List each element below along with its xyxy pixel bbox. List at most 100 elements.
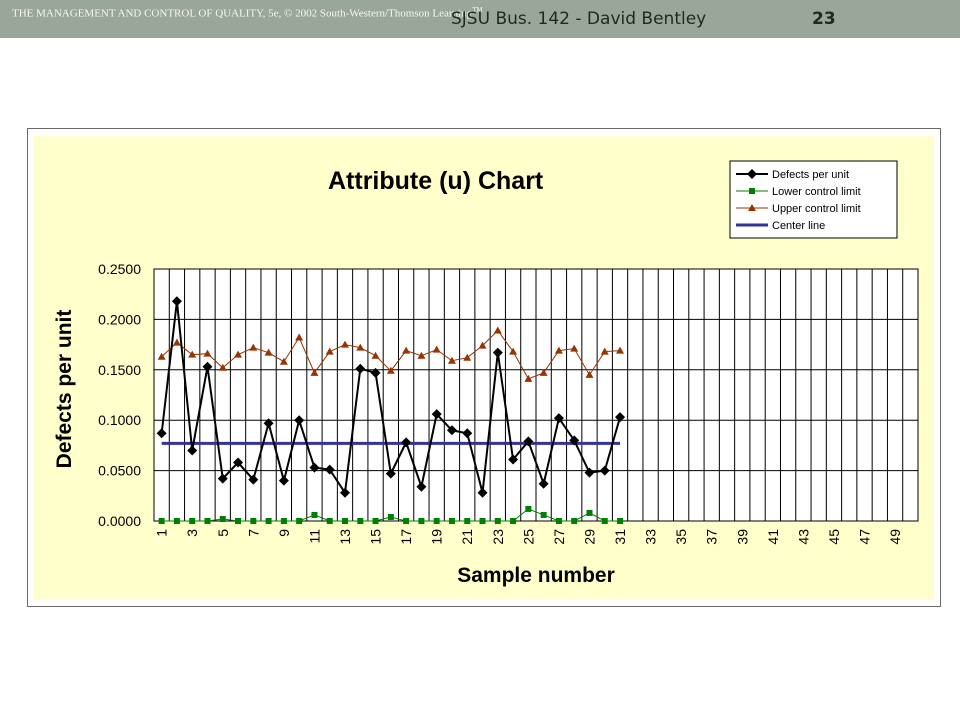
y-tick-label: 0.1500 [98, 362, 141, 378]
data-point-triangle [325, 347, 334, 355]
data-point-square [311, 511, 318, 518]
data-point-square [342, 518, 348, 524]
data-point-triangle [539, 368, 548, 376]
data-point-square [296, 518, 303, 524]
course-title: SJSU Bus. 142 - David Bentley [451, 9, 707, 29]
data-point-diamond [462, 428, 473, 439]
x-tick-label: 1 [154, 529, 170, 537]
x-tick-label: 23 [490, 529, 506, 545]
data-point-square [387, 513, 394, 520]
data-point-square [571, 518, 578, 524]
data-point-square [250, 518, 257, 524]
data-point-diamond [202, 361, 213, 372]
data-point-triangle [493, 326, 502, 334]
x-tick-label: 41 [765, 529, 781, 545]
x-tick-label: 47 [857, 529, 873, 545]
slide-number: 23 [812, 9, 836, 29]
data-point-diamond [233, 457, 244, 468]
data-point-diamond [508, 454, 519, 465]
y-tick-label: 0.2000 [98, 311, 141, 327]
data-point-diamond [523, 436, 534, 447]
data-point-diamond [615, 412, 626, 423]
data-point-diamond [416, 481, 427, 492]
x-tick-label: 7 [245, 529, 261, 537]
data-point-square [510, 518, 517, 524]
data-point-square [265, 518, 272, 524]
data-point-triangle [310, 368, 319, 376]
data-point-triangle [432, 345, 441, 353]
y-tick-label: 0.1000 [98, 412, 141, 428]
data-point-square [540, 511, 547, 518]
legend-label: Center line [772, 220, 825, 232]
legend-label: Defects per unit [772, 169, 849, 181]
data-point-square [464, 518, 471, 524]
data-point-triangle [234, 350, 243, 358]
legend-label: Upper control limit [772, 203, 861, 215]
data-point-diamond [248, 474, 259, 485]
data-point-diamond [431, 409, 442, 420]
x-tick-label: 37 [704, 529, 720, 545]
data-point-diamond [584, 467, 595, 478]
data-point-triangle [509, 347, 518, 355]
data-point-triangle [524, 374, 533, 382]
data-point-triangle [463, 353, 472, 361]
x-tick-label: 29 [581, 529, 597, 545]
data-point-triangle [218, 363, 227, 371]
x-tick-label: 31 [612, 529, 628, 545]
data-point-diamond [324, 464, 335, 475]
x-tick-label: 35 [673, 529, 689, 545]
data-point-triangle [748, 204, 756, 211]
data-point-triangle [341, 340, 349, 348]
data-point-square [555, 518, 562, 524]
data-point-diamond [278, 475, 289, 486]
data-point-square [204, 518, 211, 524]
y-tick-labels: 0.0000 0.0500 0.1000 0.1500 0.2000 0.2500 [98, 261, 141, 529]
data-point-diamond [355, 363, 366, 374]
data-point-diamond [492, 347, 503, 358]
data-point-square [189, 518, 196, 524]
data-point-square [357, 518, 364, 524]
data-point-triangle [264, 348, 273, 356]
x-tick-label: 21 [459, 529, 475, 545]
data-point-triangle [570, 344, 579, 352]
x-tick-label: 15 [368, 529, 384, 545]
data-point-square [448, 518, 455, 524]
data-point-triangle [478, 341, 487, 349]
x-tick-label: 25 [520, 529, 536, 545]
data-point-square [525, 505, 532, 512]
data-point-square [158, 518, 165, 524]
data-point-square [235, 518, 242, 524]
data-point-diamond [263, 418, 274, 429]
data-point-diamond [156, 428, 167, 439]
legend-label: Lower control limit [772, 186, 861, 198]
slide-header-bar: THE MANAGEMENT AND CONTROL OF QUALITY, 5… [0, 0, 960, 38]
x-axis-label: Sample number [457, 564, 615, 587]
data-point-square [326, 518, 333, 524]
data-point-square [219, 515, 226, 522]
x-tick-label: 17 [398, 529, 414, 545]
y-axis-label: Defects per unit [53, 310, 76, 469]
y-tick-label: 0.0000 [98, 513, 141, 529]
x-tick-label: 43 [795, 529, 811, 545]
data-point-diamond [171, 296, 182, 307]
x-tick-label: 3 [184, 529, 200, 537]
data-point-triangle [417, 351, 426, 359]
data-point-square [403, 518, 410, 524]
data-point-triangle [356, 343, 365, 351]
data-point-triangle [554, 346, 563, 354]
data-series [156, 296, 626, 524]
data-point-diamond [446, 425, 457, 436]
data-point-triangle [172, 338, 181, 346]
data-point-diamond [569, 435, 580, 446]
y-tick-label: 0.2500 [98, 261, 141, 277]
x-tick-label: 39 [734, 529, 750, 545]
x-tick-label: 5 [215, 529, 231, 537]
chart-title: Attribute (u) Chart [328, 167, 544, 195]
data-point-triangle [386, 366, 395, 374]
data-point-diamond [538, 478, 549, 489]
data-point-square [586, 509, 593, 516]
data-point-square [433, 518, 440, 524]
data-point-square [372, 518, 379, 524]
data-point-diamond [401, 437, 412, 448]
legend: Defects per unit Lower control limit Upper… [729, 160, 898, 239]
